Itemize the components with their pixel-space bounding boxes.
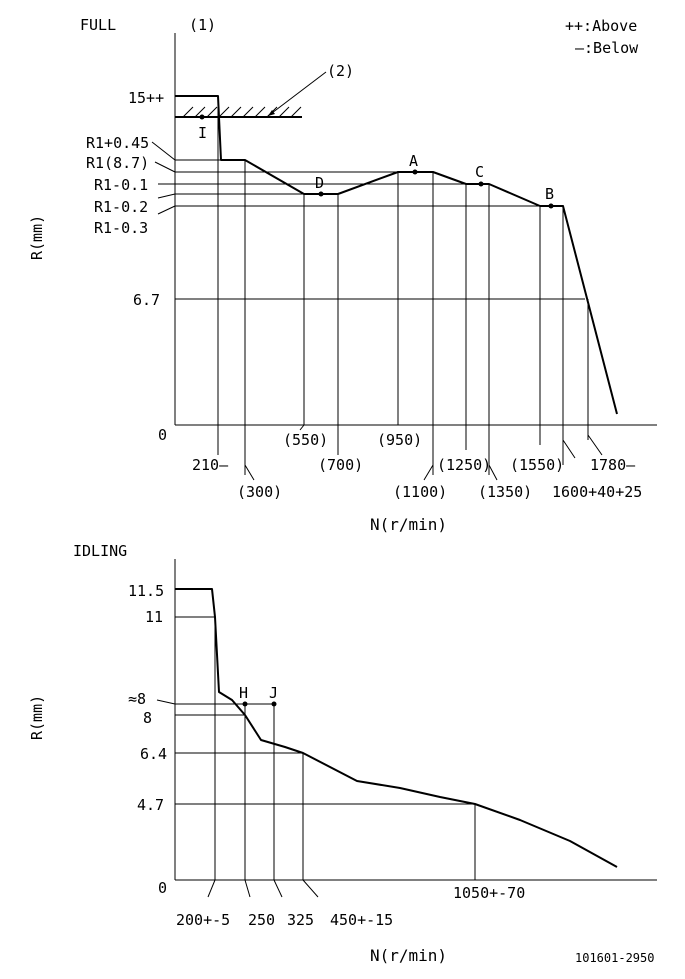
idling-y-axis-label: R(mm) <box>28 695 46 740</box>
full-xtick-950: (950) <box>377 431 422 449</box>
legend-below: —:Below <box>575 39 639 57</box>
full-title: FULL <box>80 16 116 34</box>
full-reference-lines <box>175 95 585 300</box>
full-xtick-1600: 1600+40+25 <box>552 483 642 501</box>
drawing-code: 101601-2950 <box>575 951 654 965</box>
full-xtick-1780: 1780— <box>590 456 636 474</box>
idling-xtick-200: 200+-5 <box>176 911 230 929</box>
idling-ytick-11: 11 <box>145 608 163 626</box>
idling-xtick-250: 250 <box>248 911 275 929</box>
idling-curve <box>175 588 618 868</box>
idling-xtick-450: 450+-15 <box>330 911 393 929</box>
full-ytick-r1m03: R1-0.3 <box>94 219 148 237</box>
point-j: J <box>269 684 278 702</box>
full-points <box>199 114 554 209</box>
idling-panel: IDLING R(mm) 11.5 11 ≈8 8 6.4 4.7 0 H J … <box>28 542 657 965</box>
full-y-leaders <box>151 141 176 215</box>
stop-line <box>175 71 327 118</box>
full-ytick-67: 6.7 <box>133 291 160 309</box>
idling-y-leaders <box>156 699 176 705</box>
full-ytick-r1m01: R1-0.1 <box>94 176 148 194</box>
full-xtick-550: (550) <box>283 431 328 449</box>
idling-ytick-0: 0 <box>158 879 167 897</box>
point-b: B <box>545 185 554 203</box>
full-x-axis-label: N(r/min) <box>370 515 447 534</box>
full-xtick-700: (700) <box>318 456 363 474</box>
full-note-1: (1) <box>189 16 216 34</box>
full-ytick-0: 0 <box>158 426 167 444</box>
idling-ytick-64: 6.4 <box>140 745 167 763</box>
idling-ytick-8: 8 <box>143 709 152 727</box>
full-xtick-210: 210— <box>192 456 229 474</box>
idling-points <box>242 701 277 707</box>
full-xtick-1100: (1100) <box>393 483 447 501</box>
point-d: D <box>315 174 324 192</box>
full-xtick-1350: (1350) <box>478 483 532 501</box>
idling-x-axis-label: N(r/min) <box>370 946 447 965</box>
idling-xtick-325: 325 <box>287 911 314 929</box>
full-ytick-r1p045: R1+0.45 <box>86 134 149 152</box>
full-ytick-15: 15++ <box>128 89 164 107</box>
idling-xtick-1050: 1050+-70 <box>453 884 525 902</box>
point-i: I <box>198 124 207 142</box>
full-xtick-1250: (1250) <box>437 456 491 474</box>
idling-reference-lines <box>175 588 475 805</box>
point-c: C <box>475 163 484 181</box>
idling-ytick-47: 4.7 <box>137 796 164 814</box>
full-panel: FULL (1) ++:Above —:Below R(mm) 15++ R1+… <box>28 16 657 534</box>
full-xtick-300: (300) <box>237 483 282 501</box>
full-x-leaders <box>244 424 603 481</box>
idling-ytick-approx8: ≈8 <box>128 690 146 708</box>
full-note-2: (2) <box>327 62 354 80</box>
legend-above: ++:Above <box>565 17 637 35</box>
full-ytick-r1m02: R1-0.2 <box>94 198 148 216</box>
idling-vertical-drops <box>214 617 476 880</box>
full-xtick-1550: (1550) <box>510 456 564 474</box>
idling-title: IDLING <box>73 542 127 560</box>
full-curve <box>175 95 618 415</box>
full-vertical-drops <box>217 96 589 475</box>
idling-ytick-115: 11.5 <box>128 582 164 600</box>
full-y-axis-label: R(mm) <box>28 215 46 260</box>
full-ytick-r1: R1(8.7) <box>86 154 149 172</box>
idling-x-leaders <box>207 879 319 898</box>
point-h: H <box>239 684 248 702</box>
point-a: A <box>409 152 418 170</box>
